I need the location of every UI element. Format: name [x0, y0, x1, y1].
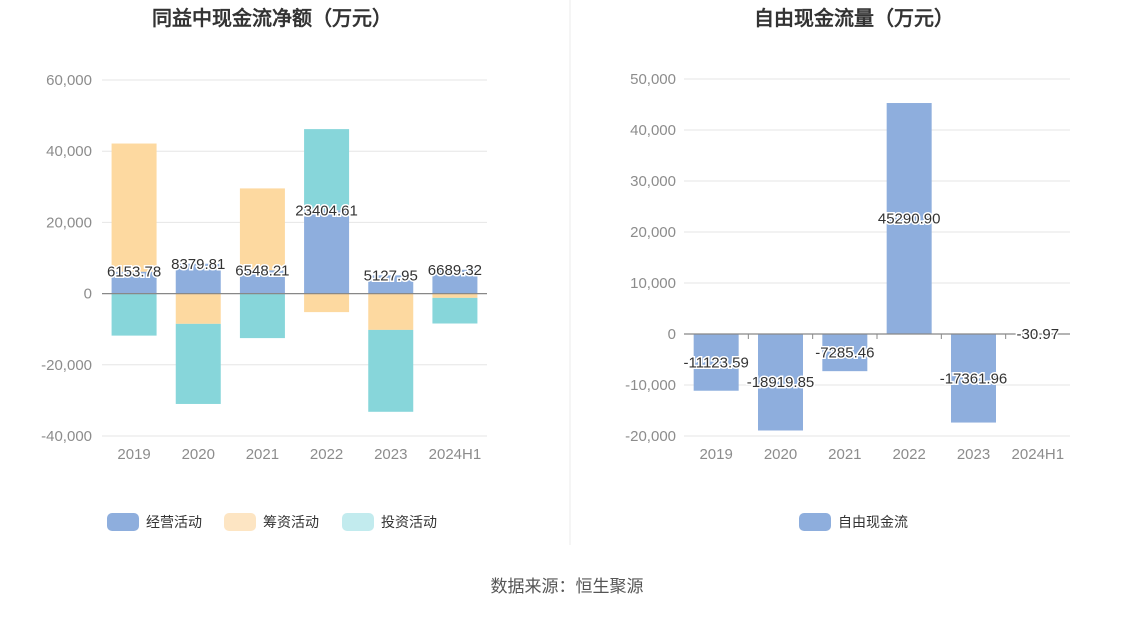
legend-label-financing: 筹资活动 [263, 514, 319, 530]
legend-label-investing: 投资活动 [381, 514, 437, 530]
legend-label-free-cash: 自由现金流 [838, 514, 908, 530]
legend-swatch-operating [107, 513, 139, 531]
y-tick-label: 10,000 [630, 275, 676, 292]
y-tick-label: 40,000 [46, 143, 92, 160]
legend-swatch-investing [342, 513, 374, 531]
bar-operating-2021[interactable] [239, 270, 285, 294]
data-label: -7285.46 [815, 345, 874, 362]
bars [111, 129, 478, 412]
chart-title: 同益中现金流净额（万元） [152, 6, 392, 30]
bar-operating-2023[interactable] [368, 275, 414, 294]
x-tick-label: 2024H1 [429, 446, 482, 463]
legend-item-investing[interactable]: 投资活动 [342, 513, 437, 531]
data-label: -11123.59 [683, 354, 748, 371]
free-cash-flow-chart: 自由现金流量（万元） 50,000 40,000 30,000 20,000 10,00… [625, 6, 1070, 531]
y-tick-label: 20,000 [630, 224, 676, 241]
x-tick-label: 2022 [310, 446, 343, 463]
bar-operating-2024H1[interactable] [432, 269, 478, 294]
data-label: 23404.61 [295, 202, 358, 219]
legend-item-free-cash[interactable]: 自由现金流 [799, 513, 908, 531]
bar-free_cash-2021[interactable] [822, 334, 868, 372]
bar-investing-2023[interactable] [368, 329, 414, 412]
y-grid: 60,000 40,000 20,000 0 -20,000 -40,000 [41, 72, 487, 445]
bar-investing-2021[interactable] [239, 293, 285, 339]
y-tick-label: -10,000 [625, 377, 676, 394]
legend-item-financing[interactable]: 筹资活动 [224, 513, 319, 531]
x-tick-label: 2021 [246, 446, 279, 463]
bar-financing-2019[interactable] [111, 143, 157, 272]
y-tick-label: -40,000 [41, 428, 92, 445]
data-label: 6548.21 [235, 262, 289, 279]
source-label: 数据来源：恒生聚源 [491, 577, 644, 596]
bar-operating-2022[interactable] [304, 210, 350, 294]
y-tick-label: 40,000 [630, 122, 676, 139]
chart-title: 自由现金流量（万元） [754, 6, 954, 30]
bar-financing-2020[interactable] [175, 293, 221, 324]
y-tick-label: 20,000 [46, 214, 92, 231]
data-label: 6153.78 [107, 264, 161, 281]
bar-investing-2019[interactable] [111, 293, 157, 336]
x-tick-label: 2023 [374, 446, 407, 463]
bar-free_cash-2022[interactable] [886, 103, 932, 334]
y-tick-label: -20,000 [625, 428, 676, 445]
data-label: -18919.85 [747, 374, 815, 391]
x-tick-label: 2024H1 [1012, 446, 1065, 463]
x-axis-labels: 2019 2020 2021 2022 2023 2024H1 [117, 446, 481, 463]
y-tick-label: 30,000 [630, 173, 676, 190]
bar-investing-2022[interactable] [304, 129, 350, 211]
bars [693, 103, 1061, 431]
x-axis-labels: 2019 2020 2021 2022 2023 2024H1 [699, 446, 1064, 463]
legend: 经营活动 筹资活动 投资活动 [107, 513, 437, 531]
x-tick-label: 2020 [182, 446, 215, 463]
bar-investing-2024H1[interactable] [432, 297, 478, 324]
data-label: -30.97 [1017, 326, 1060, 343]
cash-flow-net-chart: 同益中现金流净额（万元） 60,000 40,000 20,000 0 -20,000 -… [41, 6, 487, 531]
bar-financing-2021[interactable] [239, 188, 285, 271]
x-tick-label: 2019 [699, 446, 732, 463]
legend-item-operating[interactable]: 经营活动 [107, 513, 202, 531]
data-label: -17361.96 [940, 370, 1008, 387]
y-tick-label: -20,000 [41, 357, 92, 374]
data-label: 6689.32 [428, 262, 482, 279]
data-label: 45290.90 [878, 211, 941, 228]
x-tick-label: 2023 [957, 446, 990, 463]
data-label: 8379.81 [171, 256, 225, 273]
y-grid: 50,000 40,000 30,000 20,000 10,000 0 -10,000 -2… [625, 71, 1070, 445]
legend-swatch-free-cash [799, 513, 831, 531]
y-tick-label: 60,000 [46, 72, 92, 89]
zero-axis [684, 333, 1070, 339]
legend-swatch-financing [224, 513, 256, 531]
bar-financing-2024H1[interactable] [432, 293, 478, 298]
legend: 自由现金流 [799, 513, 908, 531]
bar-free_cash-2020[interactable] [758, 334, 803, 431]
data-labels: -11123.59 -18919.85-7285.46 45290.90 -17361… [682, 209, 1061, 393]
bar-free_cash-2019[interactable] [693, 334, 739, 391]
x-tick-label: 2019 [117, 446, 150, 463]
legend-label-operating: 经营活动 [146, 514, 202, 530]
y-tick-label: 50,000 [630, 71, 676, 88]
bar-operating-2019[interactable] [111, 271, 157, 294]
x-tick-label: 2021 [828, 446, 861, 463]
bar-financing-2022[interactable] [304, 293, 350, 313]
bar-free_cash-2023[interactable] [951, 334, 996, 423]
bar-investing-2020[interactable] [175, 323, 221, 404]
x-tick-label: 2022 [892, 446, 925, 463]
bar-operating-2020[interactable] [175, 263, 221, 294]
x-tick-label: 2020 [764, 446, 797, 463]
data-labels: 6153.78 8379.81 6548.21 23404.61 5127.95 6689… [105, 201, 483, 286]
data-label: 5127.95 [364, 267, 418, 284]
y-tick-label: 0 [668, 326, 676, 343]
bar-financing-2023[interactable] [368, 293, 414, 330]
y-tick-label: 0 [84, 286, 92, 303]
